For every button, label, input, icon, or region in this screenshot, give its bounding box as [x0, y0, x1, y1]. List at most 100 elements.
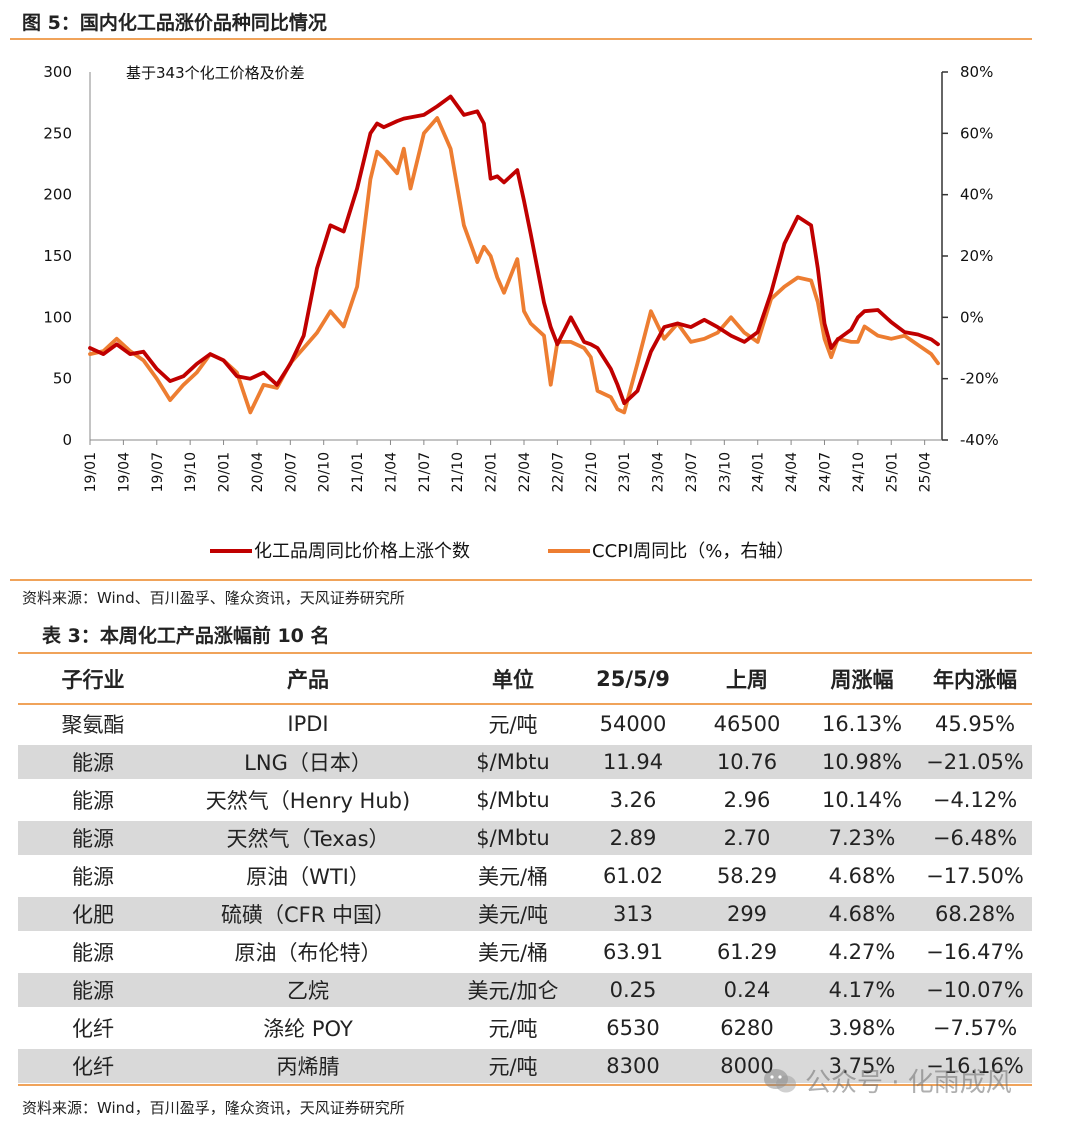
- cell-unit: 元/吨: [488, 1017, 538, 1041]
- cell-ytd-change: −6.48%: [932, 826, 1018, 850]
- cell-last-week: 6280: [720, 1016, 774, 1040]
- x-tick-label: 24/07: [817, 452, 833, 492]
- header-unit: 单位: [492, 667, 534, 692]
- table-row: 能源 天然气（Texas） $/Mbtu 2.89 2.70 7.23% −6.48%: [18, 821, 1032, 855]
- cell-subsector: 化肥: [72, 903, 114, 927]
- cell-weekly-change: 3.75%: [828, 1054, 896, 1078]
- cell-subsector: 能源: [72, 827, 114, 851]
- cell-ytd-change: −4.12%: [932, 788, 1018, 812]
- figure-bottom-rule: [10, 579, 1032, 581]
- header-last-week: 上周: [726, 667, 768, 692]
- table-top-rule: [18, 652, 1032, 654]
- cell-weekly-change: 10.98%: [821, 750, 903, 774]
- series-line-ccpi-yoy: [88, 116, 940, 415]
- y-left-tick-label: 0: [62, 431, 72, 449]
- cell-ytd-change: −17.50%: [926, 864, 1024, 888]
- cell-ytd-change: 68.28%: [934, 902, 1016, 926]
- x-tick-label: 21/07: [417, 452, 433, 492]
- line-chart: 0 50 100 150 200 250 300 -40% -20% 0% 20% 40% 60% 80%…: [43, 63, 998, 562]
- x-tick-label: 23/10: [717, 452, 733, 492]
- cell-unit: 元/吨: [488, 1055, 538, 1079]
- y-right-tick-label: 60%: [960, 124, 993, 142]
- cell-last-week: 299: [726, 902, 768, 926]
- cell-weekly-change: 4.27%: [828, 940, 896, 964]
- cell-unit: $/Mbtu: [476, 750, 550, 774]
- watermark: 公众号 · 化雨成风: [763, 1062, 1012, 1099]
- table-title: 表 3：本周化工产品涨幅前 10 名: [42, 625, 330, 647]
- table-row: 聚氨酯 IPDI 元/吨 54000 46500 16.13% 45.95%: [18, 707, 1032, 741]
- cell-product: 天然气（Texas）: [226, 827, 390, 851]
- chart-annotation: 基于343个化工价格及价差: [126, 64, 305, 82]
- cell-subsector: 能源: [72, 865, 114, 889]
- cell-unit: 美元/加仑: [467, 979, 559, 1003]
- y-left-tick-label: 300: [43, 63, 72, 81]
- cell-product: 丙烯腈: [276, 1055, 340, 1079]
- x-tick-label: 22/10: [584, 452, 600, 492]
- x-tick-label: 22/04: [517, 452, 533, 492]
- x-tick-label: 21/10: [450, 452, 466, 492]
- table-row: 化纤 涤纶 POY 元/吨 6530 6280 3.98% −7.57%: [18, 1011, 1032, 1045]
- cell-ytd-change: −16.47%: [926, 940, 1024, 964]
- cell-product: 天然气（Henry Hub): [205, 789, 411, 813]
- cell-product: IPDI: [287, 712, 329, 736]
- table-row: 能源 乙烷 美元/加仑 0.25 0.24 4.17% −10.07%: [18, 973, 1032, 1007]
- cell-last-week: 2.96: [723, 788, 771, 812]
- x-tick-label: 19/01: [83, 452, 99, 492]
- cell-unit: 美元/桶: [477, 941, 549, 965]
- wechat-icon: [763, 1068, 797, 1094]
- x-tick-label: 20/04: [250, 452, 266, 492]
- cell-weekly-change: 10.14%: [821, 788, 903, 812]
- cell-current: 2.89: [609, 826, 657, 850]
- cell-ytd-change: −16.16%: [926, 1054, 1024, 1078]
- x-tick-label: 25/01: [884, 452, 900, 492]
- cell-current: 54000: [599, 712, 667, 736]
- table-row: 能源 原油（布伦特） 美元/桶 63.91 61.29 4.27% −16.47%: [18, 935, 1032, 969]
- watermark-text: 公众号 · 化雨成风: [805, 1068, 1012, 1098]
- figure-top-rule: [10, 38, 1032, 40]
- cell-product: 原油（WTI）: [246, 865, 370, 889]
- cell-ytd-change: −10.07%: [926, 978, 1024, 1002]
- cell-subsector: 能源: [72, 941, 114, 965]
- cell-unit: 元/吨: [488, 713, 538, 737]
- x-tick-label: 20/01: [217, 452, 233, 492]
- y-left-tick-label: 150: [43, 247, 72, 265]
- header-subsector: 子行业: [61, 667, 125, 692]
- cell-current: 313: [612, 902, 654, 926]
- cell-ytd-change: −7.57%: [932, 1016, 1018, 1040]
- y-right-tick-label: 80%: [960, 63, 993, 81]
- cell-last-week: 0.24: [723, 978, 771, 1002]
- x-tick-label: 19/04: [116, 452, 132, 492]
- cell-weekly-change: 3.98%: [828, 1016, 896, 1040]
- y-left-tick-label: 200: [43, 186, 72, 204]
- cell-last-week: 8000: [720, 1054, 774, 1078]
- cell-current: 6530: [606, 1016, 660, 1040]
- legend-item-ccpi-yoy-label: CCPI周同比（%，右轴）: [592, 541, 794, 562]
- x-tick-label: 22/01: [484, 452, 500, 492]
- x-tick-label: 23/04: [651, 452, 667, 492]
- y-left-tick-label: 250: [43, 124, 72, 142]
- cell-subsector: 能源: [72, 751, 114, 775]
- cell-unit: 美元/吨: [477, 903, 549, 927]
- figure-title: 图 5：国内化工品涨价品种同比情况: [22, 12, 327, 34]
- table-row: 化纤 丙烯腈 元/吨 8300 8000 3.75% −16.16%: [18, 1049, 1032, 1083]
- table-row: 化肥 硫磺（CFR 中国） 美元/吨 313 299 4.68% 68.28%: [18, 897, 1032, 931]
- x-tick-label: 24/10: [851, 452, 867, 492]
- cell-product: 原油（布伦特）: [234, 941, 382, 965]
- x-tick-label: 23/01: [617, 452, 633, 492]
- x-tick-label: 24/04: [784, 452, 800, 492]
- cell-weekly-change: 16.13%: [821, 712, 903, 736]
- x-tick-label: 19/10: [183, 452, 199, 492]
- cell-current: 63.91: [602, 940, 664, 964]
- cell-subsector: 能源: [72, 979, 114, 1003]
- cell-ytd-change: −21.05%: [926, 750, 1024, 774]
- cell-weekly-change: 4.68%: [828, 864, 896, 888]
- header-weekly-change: 周涨幅: [830, 667, 894, 692]
- cell-subsector: 化纤: [72, 1017, 114, 1041]
- cell-subsector: 能源: [72, 789, 114, 813]
- cell-last-week: 10.76: [716, 750, 778, 774]
- cell-current: 0.25: [609, 978, 657, 1002]
- cell-last-week: 46500: [713, 712, 781, 736]
- cell-unit: 美元/桶: [477, 865, 549, 889]
- legend-item-price-rise-count-label: 化工品周同比价格上涨个数: [254, 541, 470, 562]
- cell-product: 涤纶 POY: [263, 1017, 353, 1041]
